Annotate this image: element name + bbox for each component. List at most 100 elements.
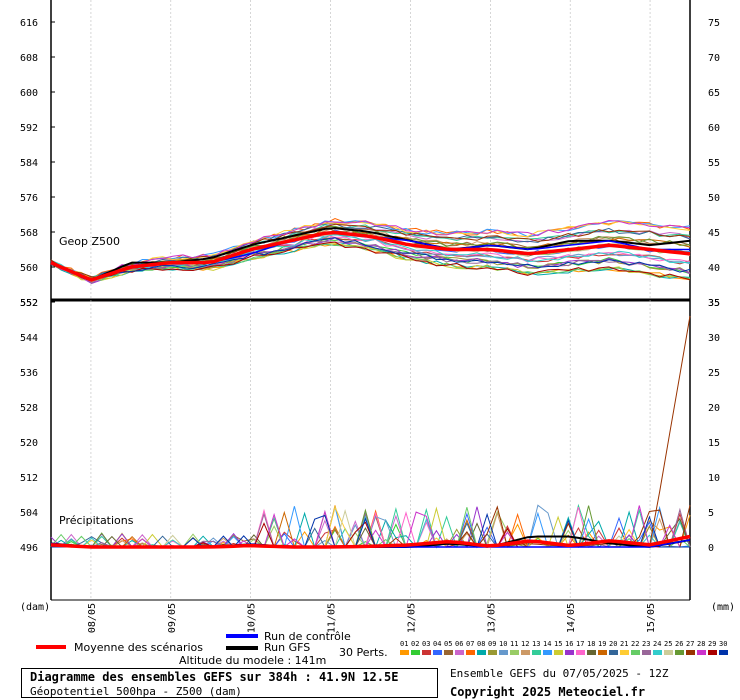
geop-right-tick: 35 bbox=[708, 298, 720, 309]
geop-member-line bbox=[50, 219, 691, 281]
geop-right-tick: 65 bbox=[708, 88, 720, 99]
pert-swatch bbox=[455, 650, 464, 655]
left-unit-label: (dam) bbox=[20, 602, 50, 613]
pert-swatch bbox=[598, 650, 607, 655]
precip-left-tick: 552 bbox=[20, 298, 38, 309]
date-tick-label: 10/05 bbox=[247, 603, 258, 633]
pert-label: 24 bbox=[653, 640, 661, 648]
precip-right-tick: 10 bbox=[708, 473, 720, 484]
pert-label: 10 bbox=[499, 640, 507, 648]
precip-right-tick: 25 bbox=[708, 368, 720, 379]
pert-swatch bbox=[488, 650, 497, 655]
precip-pert27-line bbox=[50, 315, 691, 548]
footer-copyright: Copyright 2025 Meteociel.fr bbox=[450, 685, 646, 699]
pert-swatch bbox=[664, 650, 673, 655]
pert-label: 22 bbox=[631, 640, 639, 648]
footer-box: Diagramme des ensembles GEFS sur 384h : … bbox=[21, 668, 438, 698]
pert-swatch bbox=[697, 650, 706, 655]
geop-left-tick: 576 bbox=[20, 193, 38, 204]
pert-swatch bbox=[543, 650, 552, 655]
geop-right-tick: 75 bbox=[708, 18, 720, 29]
precip-right-tick: 20 bbox=[708, 403, 720, 414]
pert-label: 06 bbox=[455, 640, 463, 648]
precip-left-tick: 520 bbox=[20, 438, 38, 449]
pert-label: 09 bbox=[488, 640, 496, 648]
pert-label: 07 bbox=[466, 640, 474, 648]
pert-swatch bbox=[532, 650, 541, 655]
pert-swatch bbox=[708, 650, 717, 655]
pert-label: 13 bbox=[532, 640, 540, 648]
geop-right-tick: 70 bbox=[708, 53, 720, 64]
geop-left-tick: 552 bbox=[20, 298, 38, 309]
date-tick-label: 15/05 bbox=[646, 603, 657, 633]
pert-label: 01 bbox=[400, 640, 408, 648]
geop-right-tick: 50 bbox=[708, 193, 720, 204]
pert-swatch bbox=[642, 650, 651, 655]
pert-swatch bbox=[444, 650, 453, 655]
geop-left-tick: 584 bbox=[20, 158, 38, 169]
pert-label: 12 bbox=[521, 640, 529, 648]
pert-label: 17 bbox=[576, 640, 584, 648]
pert-label: 26 bbox=[675, 640, 683, 648]
geop-member-line bbox=[50, 241, 691, 282]
precip-left-tick: 512 bbox=[20, 473, 38, 484]
pert-label: 25 bbox=[664, 640, 672, 648]
pert-label: 29 bbox=[708, 640, 716, 648]
geop-title: Geop Z500 bbox=[59, 235, 120, 248]
geop-mean-line bbox=[50, 230, 691, 282]
pert-swatch bbox=[565, 650, 574, 655]
pert-label: 27 bbox=[686, 640, 694, 648]
pert-swatch bbox=[609, 650, 618, 655]
pert-label: 04 bbox=[433, 640, 441, 648]
precip-right-tick: 0 bbox=[708, 543, 714, 554]
right-unit-label: (mm) bbox=[711, 602, 735, 613]
pert-swatch bbox=[631, 650, 640, 655]
precip-title: Précipitations bbox=[59, 514, 134, 527]
precip-main-lines bbox=[50, 315, 691, 549]
pert-label: 15 bbox=[554, 640, 562, 648]
pert-swatch bbox=[400, 650, 409, 655]
pert-swatch bbox=[521, 650, 530, 655]
pert-swatch bbox=[477, 650, 486, 655]
precip-right-tick: 35 bbox=[708, 298, 720, 309]
pert-swatch bbox=[675, 650, 684, 655]
precip-right-tick: 30 bbox=[708, 333, 720, 344]
geop-left-tick: 568 bbox=[20, 228, 38, 239]
pert-swatch bbox=[510, 650, 519, 655]
precip-left-tick: 544 bbox=[20, 333, 38, 344]
geop-member-line bbox=[50, 222, 691, 282]
pert-label: 14 bbox=[543, 640, 551, 648]
chart-frame bbox=[50, 0, 691, 601]
pert-label: 11 bbox=[510, 640, 518, 648]
pert-label: 02 bbox=[411, 640, 419, 648]
geop-main-lines bbox=[50, 227, 691, 282]
precip-left-tick: 528 bbox=[20, 403, 38, 414]
pert-label: 28 bbox=[697, 640, 705, 648]
footer-subtitle: Géopotentiel 500hpa - Z500 (dam) bbox=[30, 685, 242, 698]
pert-swatch bbox=[686, 650, 695, 655]
precip-right-tick: 5 bbox=[708, 508, 714, 519]
date-tick-label: 11/05 bbox=[327, 603, 338, 633]
date-tick-label: 14/05 bbox=[566, 603, 577, 633]
pert-label: 18 bbox=[587, 640, 595, 648]
pert-label: 20 bbox=[609, 640, 617, 648]
legend-perturbations: 01 02 03 04 05 06 07 08 09 10 11 12 13 14 15 16 17 18 19 20… bbox=[400, 640, 728, 655]
date-tick-label: 09/05 bbox=[167, 603, 178, 633]
legend-gfs-label: Run GFS bbox=[264, 641, 310, 654]
legend-control-label: Run de contrôle bbox=[264, 630, 351, 643]
altitude-label: Altitude du modele : 141m bbox=[179, 654, 326, 667]
geop-member-line bbox=[50, 237, 691, 282]
pert-label: 03 bbox=[422, 640, 430, 648]
geop-right-tick: 45 bbox=[708, 228, 720, 239]
axis-ticks: 5525605685765845926006086163540455055606… bbox=[20, 18, 720, 633]
date-tick-label: 08/05 bbox=[87, 603, 98, 633]
chart-grid bbox=[90, 0, 651, 600]
precip-left-tick: 536 bbox=[20, 368, 38, 379]
pert-swatch bbox=[422, 650, 431, 655]
pert-swatch bbox=[499, 650, 508, 655]
geop-right-tick: 60 bbox=[708, 123, 720, 134]
footer-run: Ensemble GEFS du 07/05/2025 - 12Z bbox=[450, 667, 669, 680]
precip-left-tick: 496 bbox=[20, 543, 38, 554]
geop-right-tick: 40 bbox=[708, 263, 720, 274]
